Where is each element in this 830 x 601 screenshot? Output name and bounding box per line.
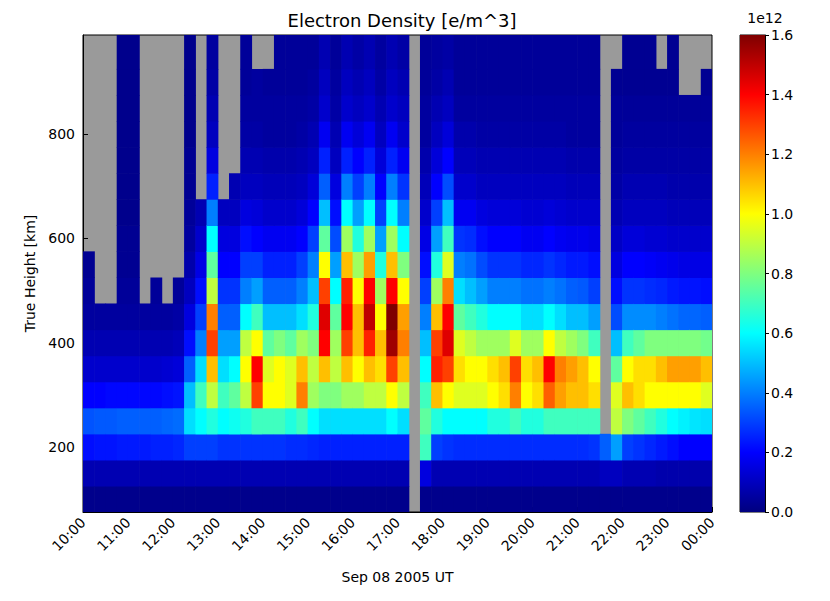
svg-text:22:00: 22:00: [588, 514, 628, 554]
svg-text:0.8: 0.8: [771, 266, 793, 282]
svg-text:1.4: 1.4: [771, 87, 793, 103]
svg-text:18:00: 18:00: [408, 514, 448, 554]
svg-text:0.4: 0.4: [771, 385, 793, 401]
svg-text:0.2: 0.2: [771, 444, 793, 460]
svg-text:1.2: 1.2: [771, 146, 793, 162]
svg-text:0.0: 0.0: [771, 504, 793, 520]
svg-text:0.6: 0.6: [771, 325, 793, 341]
svg-text:200: 200: [48, 439, 75, 455]
svg-text:15:00: 15:00: [273, 514, 313, 554]
svg-text:600: 600: [48, 230, 75, 246]
svg-text:Sep 08 2005 UT: Sep 08 2005 UT: [342, 569, 454, 585]
svg-text:23:00: 23:00: [633, 514, 673, 554]
svg-text:11:00: 11:00: [94, 514, 134, 554]
svg-text:20:00: 20:00: [498, 514, 538, 554]
svg-text:16:00: 16:00: [318, 514, 358, 554]
svg-text:800: 800: [48, 126, 75, 142]
svg-text:12:00: 12:00: [139, 514, 179, 554]
svg-text:1.6: 1.6: [771, 27, 793, 43]
svg-text:Electron Density [e/m^3]: Electron Density [e/m^3]: [288, 10, 517, 31]
svg-text:00:00: 00:00: [678, 514, 718, 554]
svg-text:21:00: 21:00: [543, 514, 583, 554]
svg-text:1e12: 1e12: [747, 10, 782, 26]
svg-text:10:00: 10:00: [49, 514, 89, 554]
svg-text:1.0: 1.0: [771, 206, 793, 222]
svg-text:True Height [km]: True Height [km]: [22, 215, 38, 334]
svg-text:19:00: 19:00: [453, 514, 493, 554]
svg-text:17:00: 17:00: [363, 514, 403, 554]
svg-text:400: 400: [48, 335, 75, 351]
svg-text:14:00: 14:00: [229, 514, 269, 554]
svg-text:13:00: 13:00: [184, 514, 224, 554]
